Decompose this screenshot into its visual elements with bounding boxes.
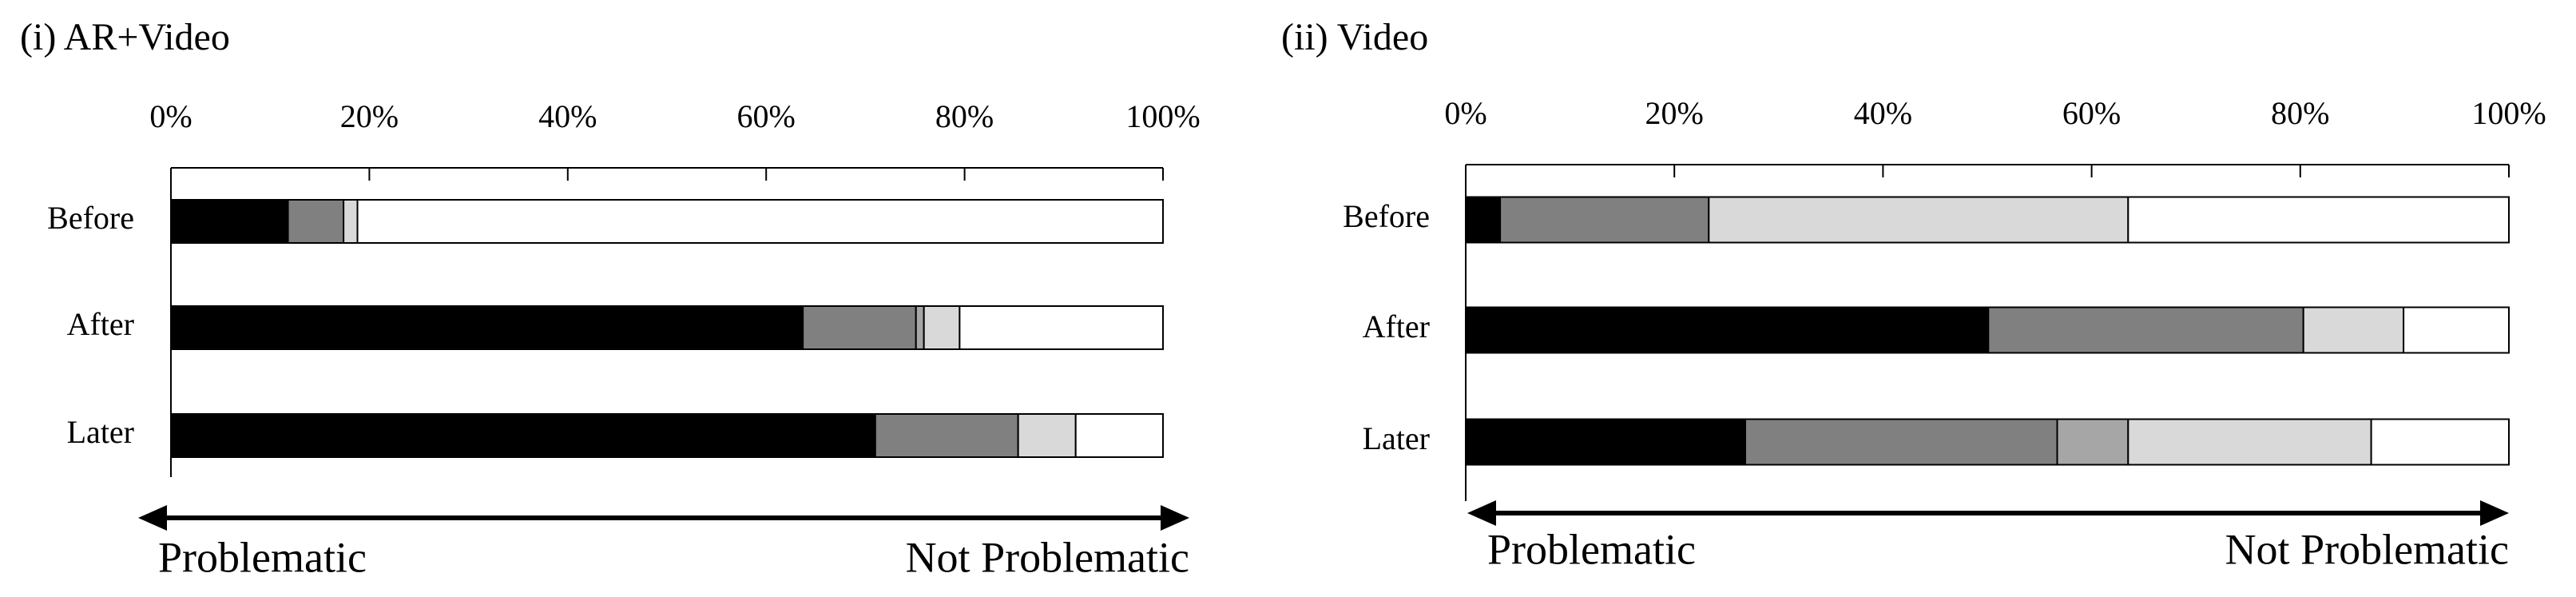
bar-segment bbox=[2302, 306, 2405, 354]
bar-segment bbox=[1074, 413, 1164, 458]
arrow-head bbox=[1161, 505, 1189, 531]
bar-segment bbox=[170, 199, 289, 244]
arrow-head bbox=[2480, 500, 2509, 526]
arrow-head bbox=[138, 505, 167, 531]
category-label: After bbox=[67, 306, 134, 342]
bar-segment bbox=[287, 199, 345, 244]
bar-segment bbox=[1708, 196, 2129, 244]
bar-segment bbox=[1744, 418, 2058, 466]
category-label: Later bbox=[67, 414, 134, 450]
annotation: Not Problematic bbox=[2225, 525, 2509, 573]
bar-segment bbox=[874, 413, 1019, 458]
category-label: After bbox=[1363, 308, 1430, 344]
bar-segment bbox=[1465, 418, 1747, 466]
bar-segment bbox=[1017, 413, 1077, 458]
annotation: Not Problematic bbox=[906, 533, 1189, 581]
bar-segment bbox=[802, 305, 917, 350]
bar-segment bbox=[2370, 418, 2510, 466]
x-tick-label: 20% bbox=[340, 98, 399, 134]
bar-segment bbox=[1465, 306, 1990, 354]
bar-segment bbox=[915, 305, 925, 350]
x-tick-label: 40% bbox=[538, 98, 597, 134]
bar-segment bbox=[170, 305, 804, 350]
bar-segment bbox=[959, 305, 1165, 350]
annotation: Problematic bbox=[1487, 525, 1696, 573]
bar-segment bbox=[1987, 306, 2304, 354]
x-tick-label: 40% bbox=[1854, 95, 1912, 131]
chart-title: (i) AR+Video bbox=[20, 16, 230, 58]
bar-segment bbox=[2127, 418, 2372, 466]
bar-segment bbox=[2056, 418, 2129, 466]
x-tick-label: 20% bbox=[1645, 95, 1704, 131]
bar-segment bbox=[2403, 306, 2510, 354]
annotation: Problematic bbox=[158, 533, 367, 581]
x-tick-label: 80% bbox=[2271, 95, 2329, 131]
category-label: Later bbox=[1363, 420, 1430, 456]
x-tick-label: 100% bbox=[2471, 95, 2546, 131]
x-tick-label: 60% bbox=[737, 98, 796, 134]
bar-segment bbox=[1499, 196, 1710, 244]
bar-segment bbox=[356, 199, 1165, 244]
x-tick-label: 60% bbox=[2062, 95, 2121, 131]
bar-segment bbox=[2127, 196, 2511, 244]
bar-segment bbox=[170, 413, 876, 458]
bar-segment bbox=[1465, 196, 1502, 244]
x-tick-label: 0% bbox=[149, 98, 192, 134]
arrow-head bbox=[1467, 500, 1496, 526]
x-tick-label: 80% bbox=[935, 98, 994, 134]
category-label: Before bbox=[47, 200, 134, 236]
category-label: Before bbox=[1343, 198, 1430, 234]
chart-title: (ii) Video bbox=[1281, 16, 1428, 58]
bar-segment bbox=[343, 199, 359, 244]
bar-segment bbox=[923, 305, 961, 350]
x-tick-label: 100% bbox=[1125, 98, 1200, 134]
x-tick-label: 0% bbox=[1444, 95, 1486, 131]
